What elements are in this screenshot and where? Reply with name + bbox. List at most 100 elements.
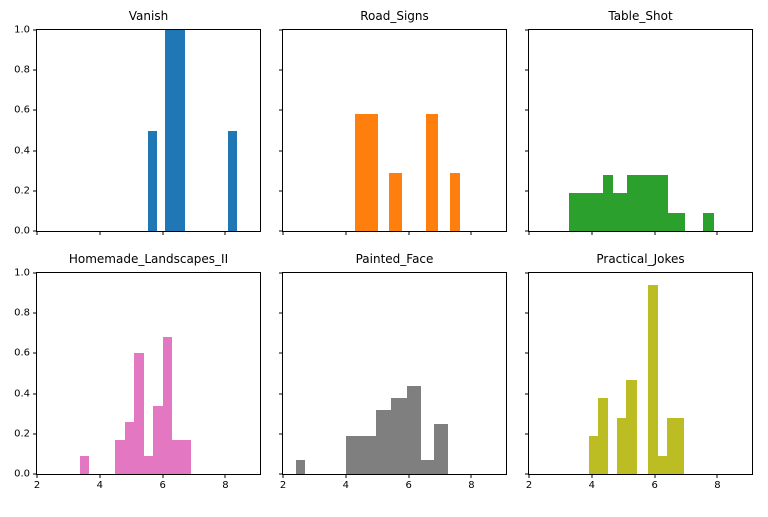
x-tick-label: 4 (588, 480, 595, 491)
histogram-bar (667, 417, 685, 474)
plot-area: 0.0 0.2 0.4 0.6 0.8 1.0 (14, 25, 261, 237)
plot-area (279, 29, 507, 235)
y-tick-label: 0.8 (14, 64, 30, 76)
x-tick-mark (716, 231, 718, 235)
subplot-title: Road_Signs (360, 9, 429, 23)
y-tick-mark (279, 230, 283, 232)
y-tick-label: 0.4 (14, 145, 30, 157)
histogram-bar (668, 212, 686, 231)
y-tick-mark (525, 393, 529, 395)
y-tick-mark (525, 433, 529, 435)
subplot-title: Table_Shot (608, 9, 673, 23)
y-tick-label: 0.6 (14, 347, 30, 359)
y-tick-mark (33, 190, 37, 192)
x-tick-mark (528, 231, 530, 235)
histogram-bar (602, 174, 613, 231)
y-tick-mark (33, 29, 37, 31)
y-tick-mark (525, 230, 529, 232)
y-tick-mark (33, 393, 37, 395)
y-tick-mark (33, 352, 37, 354)
x-tick-mark (654, 231, 656, 235)
histogram-bar (450, 172, 460, 231)
histogram-bar (588, 435, 599, 474)
subplot-title: Practical_Jokes (596, 252, 685, 266)
y-tick-mark (279, 272, 283, 274)
x-tick-mark (470, 231, 472, 235)
subplot-painted-face: Painted_Face 2 4 6 8 (279, 250, 507, 491)
x-tick-label: 4 (96, 480, 103, 491)
y-tick-label: 0.2 (14, 185, 30, 197)
x-tick-mark (99, 474, 101, 478)
plot-area: 2 4 6 8 0.0 0.2 0.4 0.6 0.8 1.0 (14, 268, 261, 491)
x-tick-mark (99, 231, 101, 235)
subplot-practical-jokes: Practical_Jokes 2 4 6 8 (525, 250, 753, 491)
y-tick-mark (279, 69, 283, 71)
y-tick-mark (279, 150, 283, 152)
histogram-bar (143, 455, 153, 474)
y-tick-mark (279, 190, 283, 192)
histogram-bar (162, 337, 172, 474)
y-tick-mark (33, 69, 37, 71)
x-tick-mark (162, 474, 164, 478)
x-tick-mark (282, 474, 284, 478)
histogram-bar (171, 439, 191, 474)
y-tick-mark (33, 150, 37, 152)
x-tick-label: 2 (525, 480, 533, 491)
subplot-title: Painted_Face (355, 252, 434, 266)
y-tick-mark (33, 312, 37, 314)
subplot-road-signs: Road_Signs (279, 7, 507, 235)
histogram-bar (80, 455, 89, 474)
y-tick-label: 0.2 (14, 428, 30, 440)
x-tick-mark (528, 474, 530, 478)
histogram-bar (152, 405, 163, 474)
histogram-bar (433, 423, 448, 474)
x-tick-mark (408, 474, 410, 478)
x-tick-label: 8 (468, 480, 475, 491)
x-tick-label: 6 (405, 480, 412, 491)
histogram-bar (648, 285, 658, 474)
subplot-title: Vanish (128, 9, 169, 23)
plot-area: 2 4 6 8 (525, 272, 753, 491)
x-tick-mark (345, 231, 347, 235)
histogram-bar (421, 459, 434, 474)
histogram-bar (407, 385, 422, 474)
x-tick-mark (408, 231, 410, 235)
y-tick-mark (525, 29, 529, 31)
y-tick-mark (525, 272, 529, 274)
x-tick-mark (470, 474, 472, 478)
y-tick-mark (279, 312, 283, 314)
histogram-bar (657, 455, 668, 474)
y-tick-label: 0.0 (14, 225, 30, 237)
histogram-bar (295, 459, 305, 474)
x-tick-mark (716, 474, 718, 478)
histogram-bar (388, 172, 403, 231)
histogram-bar (627, 174, 669, 231)
y-tick-mark (525, 190, 529, 192)
histogram-bar (568, 192, 603, 231)
histogram-bar (133, 353, 144, 474)
y-tick-mark (279, 29, 283, 31)
x-tick-mark (36, 474, 38, 478)
y-tick-label: 0.6 (14, 104, 30, 116)
histogram-bar (114, 439, 125, 474)
x-tick-mark (224, 231, 226, 235)
y-tick-mark (525, 150, 529, 152)
x-tick-label: 2 (33, 480, 41, 491)
y-tick-mark (33, 433, 37, 435)
x-tick-label: 2 (279, 480, 287, 491)
histogram-bar (227, 130, 238, 231)
x-tick-mark (591, 231, 593, 235)
histogram-bar (147, 130, 157, 231)
y-tick-mark (525, 69, 529, 71)
y-tick-label: 0.4 (14, 388, 30, 400)
subplot-vanish: Vanish 0.0 0.2 0.4 0.6 0.8 1.0 (14, 7, 261, 237)
plot-area: 2 4 6 8 (279, 272, 507, 491)
y-tick-mark (279, 433, 283, 435)
x-tick-mark (345, 474, 347, 478)
histogram-bar (345, 435, 376, 474)
y-tick-mark (279, 352, 283, 354)
y-tick-mark (33, 272, 37, 274)
x-tick-label: 8 (222, 480, 229, 491)
y-tick-mark (525, 109, 529, 111)
